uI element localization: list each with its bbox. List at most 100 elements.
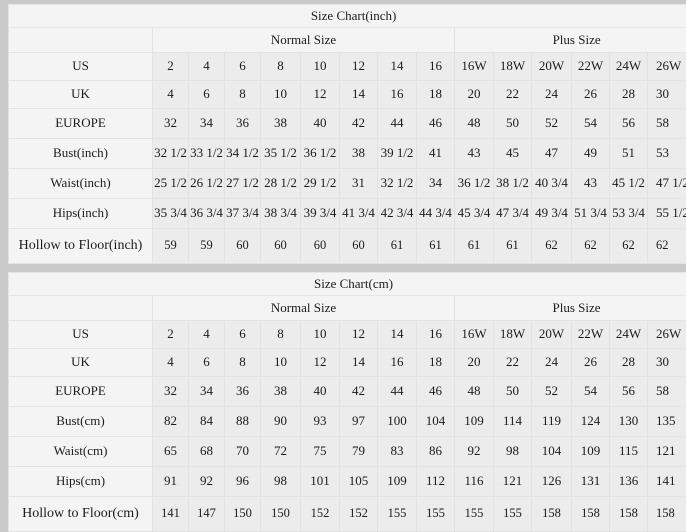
data-cell: 109 xyxy=(572,437,610,467)
data-cell: 8 xyxy=(225,349,261,377)
data-cell: 46 xyxy=(417,109,455,139)
data-cell: 141 xyxy=(153,497,189,532)
data-cell: 109 xyxy=(455,407,494,437)
data-cell: 136 xyxy=(610,467,648,497)
data-cell: 92 xyxy=(189,467,225,497)
data-cell: 98 xyxy=(261,467,301,497)
data-cell: 36 xyxy=(225,109,261,139)
data-cell: 47 xyxy=(532,139,572,169)
data-cell: 32 1/2 xyxy=(378,169,417,199)
data-cell: 42 xyxy=(340,109,378,139)
data-cell: 158 xyxy=(532,497,572,532)
data-cell: 34 xyxy=(417,169,455,199)
data-cell: 50 xyxy=(494,109,532,139)
data-cell: 35 1/2 xyxy=(261,139,301,169)
data-cell: 12 xyxy=(301,349,340,377)
data-cell: 51 xyxy=(610,139,648,169)
data-cell: 61 xyxy=(417,229,455,264)
data-cell: 8 xyxy=(225,81,261,109)
data-cell: 58 xyxy=(648,377,686,407)
group-header-blank xyxy=(9,296,153,321)
data-cell: 61 xyxy=(378,229,417,264)
row-label-bustcm: Bust(cm) xyxy=(9,407,153,437)
data-cell: 147 xyxy=(189,497,225,532)
data-cell: 100 xyxy=(378,407,417,437)
data-cell: 60 xyxy=(340,229,378,264)
data-cell: 34 1/2 xyxy=(225,139,261,169)
data-cell: 112 xyxy=(417,467,455,497)
data-cell: 6 xyxy=(225,53,261,81)
data-cell: 2 xyxy=(153,321,189,349)
data-cell: 115 xyxy=(610,437,648,467)
data-cell: 124 xyxy=(572,407,610,437)
data-cell: 158 xyxy=(610,497,648,532)
chart-title: Size Chart(inch) xyxy=(9,5,686,28)
data-cell: 28 xyxy=(610,349,648,377)
data-cell: 18W xyxy=(494,53,532,81)
data-cell: 62 xyxy=(532,229,572,264)
data-cell: 60 xyxy=(225,229,261,264)
data-cell: 105 xyxy=(340,467,378,497)
data-cell: 8 xyxy=(261,321,301,349)
title-row: Size Chart(inch) xyxy=(9,5,686,28)
data-cell: 24W xyxy=(610,53,648,81)
data-cell: 24 xyxy=(532,349,572,377)
data-cell: 72 xyxy=(261,437,301,467)
data-cell: 28 xyxy=(610,81,648,109)
data-cell: 42 xyxy=(340,377,378,407)
row-label-europe: EUROPE xyxy=(9,109,153,139)
data-cell: 14 xyxy=(378,321,417,349)
data-cell: 24 xyxy=(532,81,572,109)
data-cell: 22W xyxy=(572,321,610,349)
data-cell: 62 xyxy=(610,229,648,264)
data-cell: 45 1/2 xyxy=(610,169,648,199)
data-cell: 20W xyxy=(532,53,572,81)
data-cell: 141 xyxy=(648,467,686,497)
data-cell: 50 xyxy=(494,377,532,407)
data-cell: 61 xyxy=(455,229,494,264)
data-cell: 14 xyxy=(340,349,378,377)
data-cell: 155 xyxy=(378,497,417,532)
data-cell: 2 xyxy=(153,53,189,81)
data-cell: 18 xyxy=(417,81,455,109)
data-cell: 152 xyxy=(340,497,378,532)
data-cell: 24W xyxy=(610,321,648,349)
data-cell: 6 xyxy=(189,81,225,109)
data-cell: 16W xyxy=(455,321,494,349)
data-cell: 26 xyxy=(572,81,610,109)
data-cell: 33 1/2 xyxy=(189,139,225,169)
data-cell: 59 xyxy=(189,229,225,264)
data-cell: 60 xyxy=(261,229,301,264)
data-cell: 83 xyxy=(378,437,417,467)
data-cell: 68 xyxy=(189,437,225,467)
data-cell: 56 xyxy=(610,377,648,407)
data-cell: 56 xyxy=(610,109,648,139)
data-cell: 16 xyxy=(378,349,417,377)
row-label-uk: UK xyxy=(9,349,153,377)
data-cell: 10 xyxy=(261,349,301,377)
data-cell: 6 xyxy=(189,349,225,377)
row-label-hipsinch: Hips(inch) xyxy=(9,199,153,229)
row-label-waistcm: Waist(cm) xyxy=(9,437,153,467)
data-cell: 16W xyxy=(455,53,494,81)
row-label-uk: UK xyxy=(9,81,153,109)
data-cell: 37 3/4 xyxy=(225,199,261,229)
data-cell: 46 xyxy=(417,377,455,407)
data-cell: 45 xyxy=(494,139,532,169)
data-cell: 18 xyxy=(417,349,455,377)
data-cell: 38 xyxy=(340,139,378,169)
data-cell: 53 3/4 xyxy=(610,199,648,229)
data-cell: 47 1/2 xyxy=(648,169,686,199)
data-cell: 36 3/4 xyxy=(189,199,225,229)
data-cell: 22W xyxy=(572,53,610,81)
data-cell: 4 xyxy=(189,53,225,81)
data-cell: 119 xyxy=(532,407,572,437)
data-cell: 104 xyxy=(532,437,572,467)
